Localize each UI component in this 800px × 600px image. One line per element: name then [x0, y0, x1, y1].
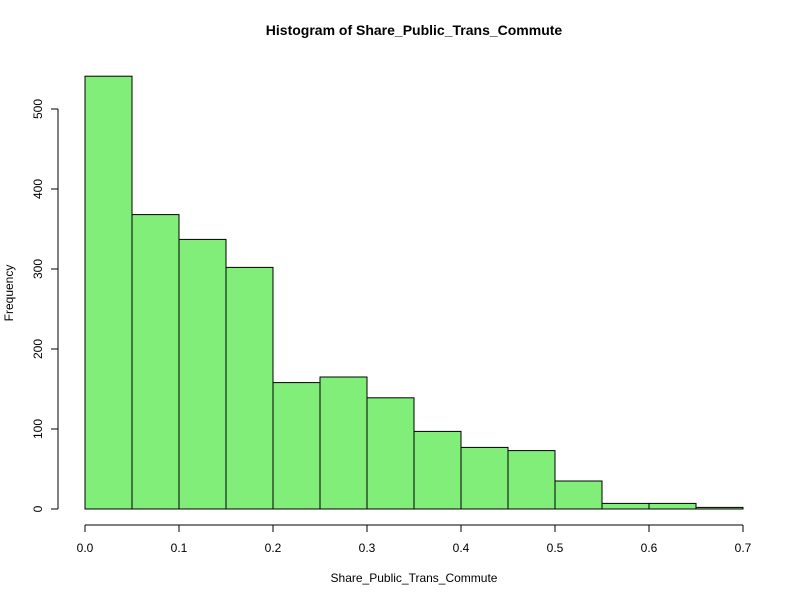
y-tick-label: 200 — [31, 339, 45, 359]
histogram-bar — [554, 480, 603, 510]
y-tick-label: 100 — [31, 419, 45, 439]
bars-group — [84, 75, 744, 510]
histogram-bar — [413, 430, 462, 510]
histogram-bar — [601, 502, 650, 510]
chart-title: Histogram of Share_Public_Trans_Commute — [266, 22, 563, 38]
histogram-bar — [319, 376, 368, 510]
histogram-bar — [131, 214, 180, 510]
x-tick-label: 0.1 — [171, 541, 188, 555]
y-axis-label: Frequency — [2, 265, 16, 322]
x-tick-label: 0.0 — [77, 541, 94, 555]
y-tick-label: 0 — [31, 505, 45, 512]
x-tick-label: 0.5 — [547, 541, 564, 555]
y-axis: 0 100 200 300 400 500 — [31, 99, 59, 512]
x-tick-label: 0.2 — [265, 541, 282, 555]
x-axis-label: Share_Public_Trans_Commute — [331, 571, 498, 585]
x-tick-label: 0.7 — [735, 541, 752, 555]
histogram-bar — [695, 506, 744, 510]
histogram-bar — [272, 382, 321, 510]
histogram-bar — [178, 238, 227, 510]
y-tick-label: 400 — [31, 179, 45, 199]
histogram-bar — [507, 450, 556, 510]
histogram-bar — [366, 397, 415, 510]
y-tick-label: 300 — [31, 259, 45, 279]
x-axis: 0.0 0.1 0.2 0.3 0.4 0.5 0.6 0.7 — [77, 524, 752, 555]
histogram-bar — [225, 266, 274, 510]
x-tick-label: 0.4 — [453, 541, 470, 555]
histogram-bar — [460, 446, 509, 510]
histogram-bar — [648, 502, 697, 510]
y-tick-label: 500 — [31, 99, 45, 119]
x-tick-label: 0.3 — [359, 541, 376, 555]
x-tick-label: 0.6 — [641, 541, 658, 555]
histogram-bar — [84, 75, 133, 510]
